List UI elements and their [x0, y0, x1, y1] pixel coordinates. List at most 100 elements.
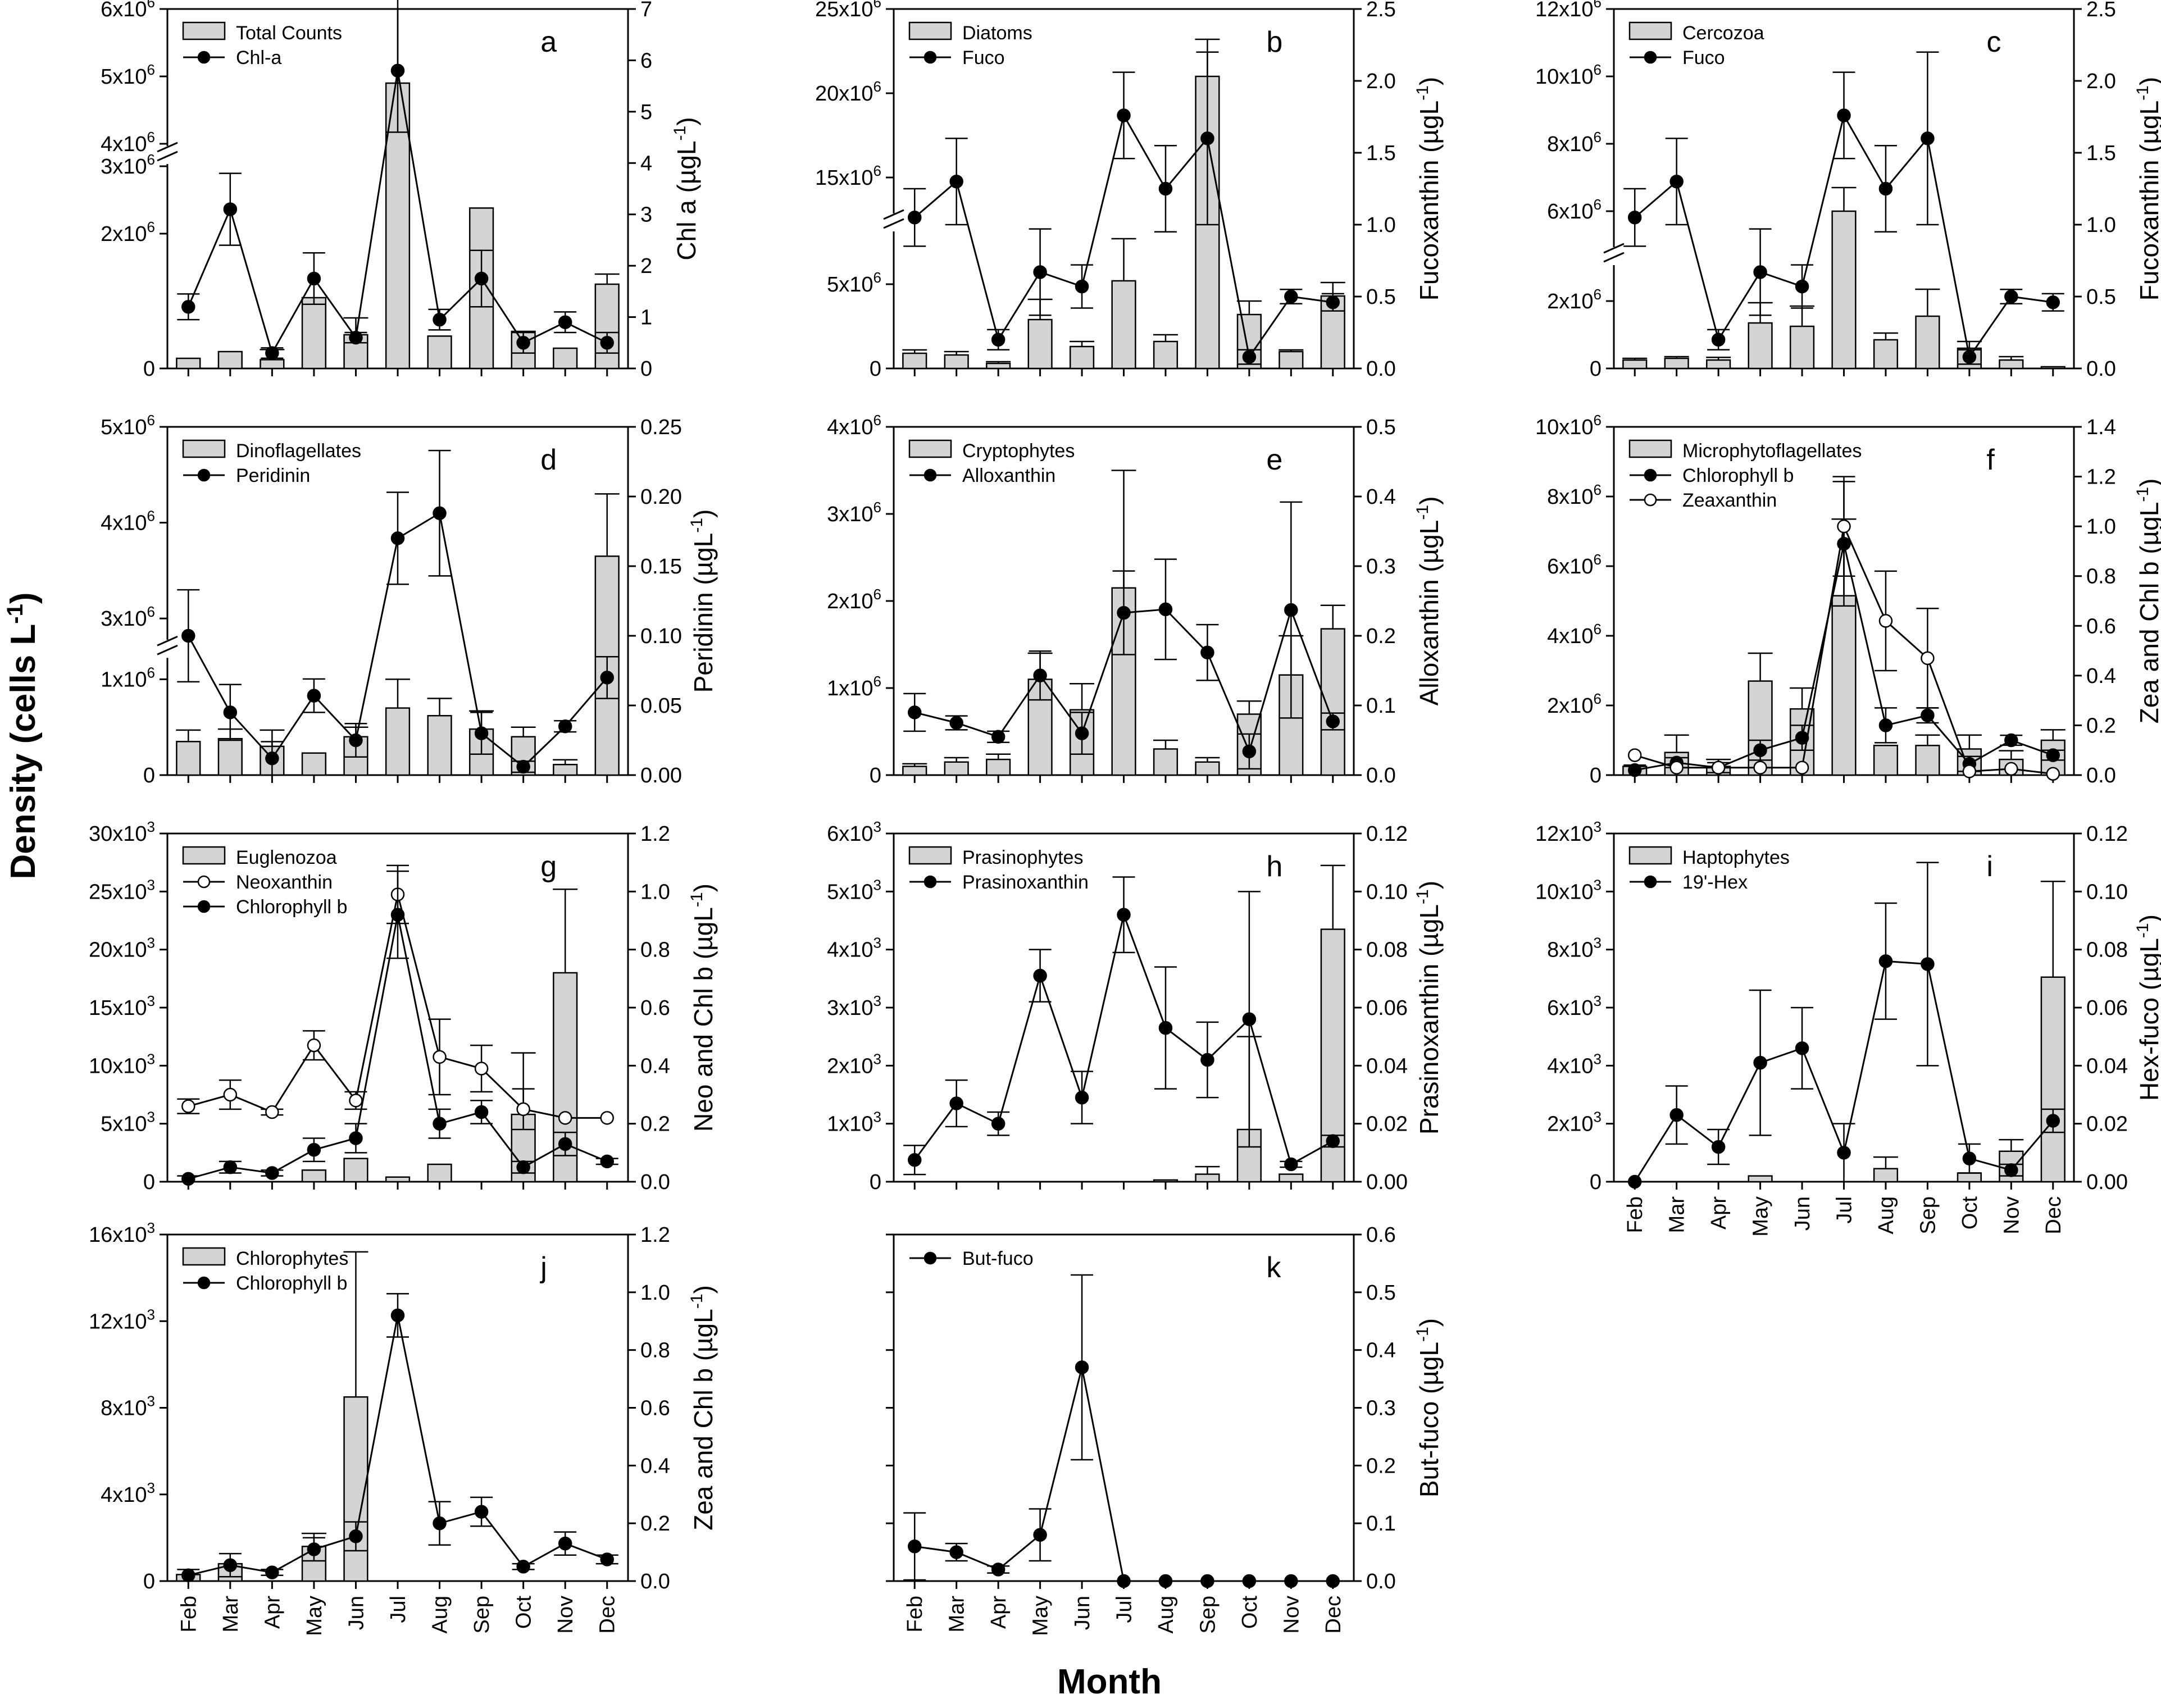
left-tick-label: 6x106: [101, 0, 155, 21]
point-nov: [2004, 733, 2018, 748]
bar-may: [1027, 318, 1053, 370]
series-line: [188, 1315, 608, 1577]
left-tick-label: 5x106: [827, 269, 881, 297]
month-label: Mar: [219, 1596, 243, 1633]
bar-aug: [427, 335, 452, 370]
axis-break-mark: [883, 209, 904, 220]
point-may: [1033, 265, 1047, 279]
legend-bar-swatch: [908, 21, 952, 40]
axis-break-mark: [1603, 243, 1625, 254]
point-jul: [1837, 108, 1851, 122]
legend-bar-swatch: [1628, 439, 1672, 458]
point-sep: [474, 1505, 489, 1519]
legend-label: Diatoms: [962, 22, 1032, 44]
point-oct: [1962, 350, 1977, 364]
point-may: [1753, 1055, 1767, 1070]
axis-break-mark: [157, 644, 178, 655]
point-aug: [433, 1516, 447, 1531]
right-tick-label: 0.10: [640, 625, 682, 648]
point-mar: [223, 1558, 238, 1572]
left-tick-label: 10x106: [1535, 412, 1602, 439]
right-axis-label: Zea and Chl b (µgL-1): [688, 1285, 718, 1531]
point-nov: [558, 719, 572, 734]
point-oct: [516, 1560, 530, 1574]
point-oct: [1242, 350, 1257, 364]
right-tick-label: 0.12: [1366, 822, 1408, 846]
bar-may: [301, 297, 327, 370]
bar-aug: [427, 1163, 452, 1183]
point-nov: [558, 1111, 572, 1125]
point-sep: [474, 271, 489, 286]
point-feb: [1627, 210, 1642, 225]
right-tick-label: 1.4: [2086, 416, 2116, 439]
point-dec: [600, 671, 614, 685]
left-tick-label: 1x103: [827, 1109, 881, 1136]
month-label: Sep: [1916, 1196, 1940, 1235]
point-may: [307, 1142, 321, 1157]
legend-label: Haptophytes: [1682, 847, 1790, 868]
legend-bar-swatch: [1628, 846, 1672, 865]
point-may: [1033, 968, 1047, 983]
main-y-axis-label: Density (cells L-1): [3, 592, 43, 879]
left-tick-label: 2x106: [1547, 286, 1602, 313]
point-apr: [991, 1563, 1006, 1577]
month-label: Apr: [1707, 1196, 1731, 1229]
left-tick-label: 5x103: [101, 1109, 155, 1136]
point-apr: [1711, 333, 1726, 347]
legend-label: Peridinin: [236, 465, 310, 486]
point-may: [307, 1038, 321, 1053]
point-dec: [2046, 748, 2060, 762]
panel-g: 0 5x103 10x103 15x103 20x103 25x103 30x103 0.0 0…: [89, 818, 718, 1194]
point-dec: [1326, 295, 1340, 309]
bar-dec: [2040, 366, 2066, 370]
right-tick-label: 0.6: [2086, 614, 2116, 638]
legend-label: Chlorophyll b: [1682, 465, 1794, 486]
point-apr: [1711, 760, 1726, 775]
point-may: [1753, 760, 1767, 775]
month-label: Aug: [1875, 1196, 1898, 1235]
point-aug: [433, 312, 447, 327]
right-tick-label: 2.0: [2086, 70, 2116, 93]
right-tick-label: 0.08: [1366, 939, 1408, 962]
month-label: Nov: [2000, 1196, 2023, 1235]
point-oct: [516, 1102, 530, 1117]
right-axis-label: But-fuco (µgL-1): [1413, 1318, 1444, 1497]
bar-jul: [1831, 210, 1857, 370]
left-tick-label: 6x106: [1547, 551, 1602, 579]
right-tick-label: 1.2: [640, 1223, 670, 1247]
point-nov: [1284, 1574, 1298, 1588]
month-label: Sep: [1196, 1596, 1220, 1634]
month-label: Feb: [1623, 1196, 1647, 1233]
bar-feb: [1622, 359, 1648, 370]
right-tick-label: 2: [640, 254, 652, 278]
legend-label: Chl-a: [236, 47, 281, 69]
point-sep: [1921, 708, 1935, 722]
right-tick-label: 0.00: [2086, 1170, 2128, 1194]
point-oct: [1962, 764, 1977, 778]
right-tick-label: 0.06: [2086, 996, 2128, 1020]
legend-marker: [1644, 51, 1657, 64]
axis-break-mark: [1603, 252, 1625, 263]
month-label: Jun: [344, 1596, 368, 1630]
legend-label: Prasinophytes: [962, 847, 1083, 868]
bar-aug: [427, 714, 452, 776]
month-label: May: [1029, 1596, 1053, 1636]
point-dec: [600, 1154, 614, 1169]
legend-marker: [923, 51, 937, 64]
point-aug: [1878, 181, 1893, 196]
month-label: Feb: [903, 1596, 927, 1632]
left-tick-label: 6x106: [1547, 196, 1602, 224]
right-tick-label: 1.0: [2086, 213, 2116, 237]
right-axis-label: Neo and Chl b (µgL-1): [688, 883, 718, 1132]
left-tick-label: 4x103: [1547, 1050, 1602, 1078]
legend-marker: [1644, 493, 1657, 507]
right-tick-label: 0.25: [640, 416, 682, 439]
legend-marker: [923, 468, 937, 482]
panel-f: 0 2x106 4x106 6x106 8x106 10x106 0.0 0.2 0.4 0.6 0…: [1535, 412, 2161, 787]
left-tick-label: 2x103: [827, 1050, 881, 1078]
point-oct: [1962, 1151, 1977, 1165]
left-tick-label: 8x103: [101, 1393, 155, 1420]
bar-apr: [986, 362, 1011, 370]
point-oct: [516, 336, 530, 350]
point-nov: [2004, 289, 2018, 304]
